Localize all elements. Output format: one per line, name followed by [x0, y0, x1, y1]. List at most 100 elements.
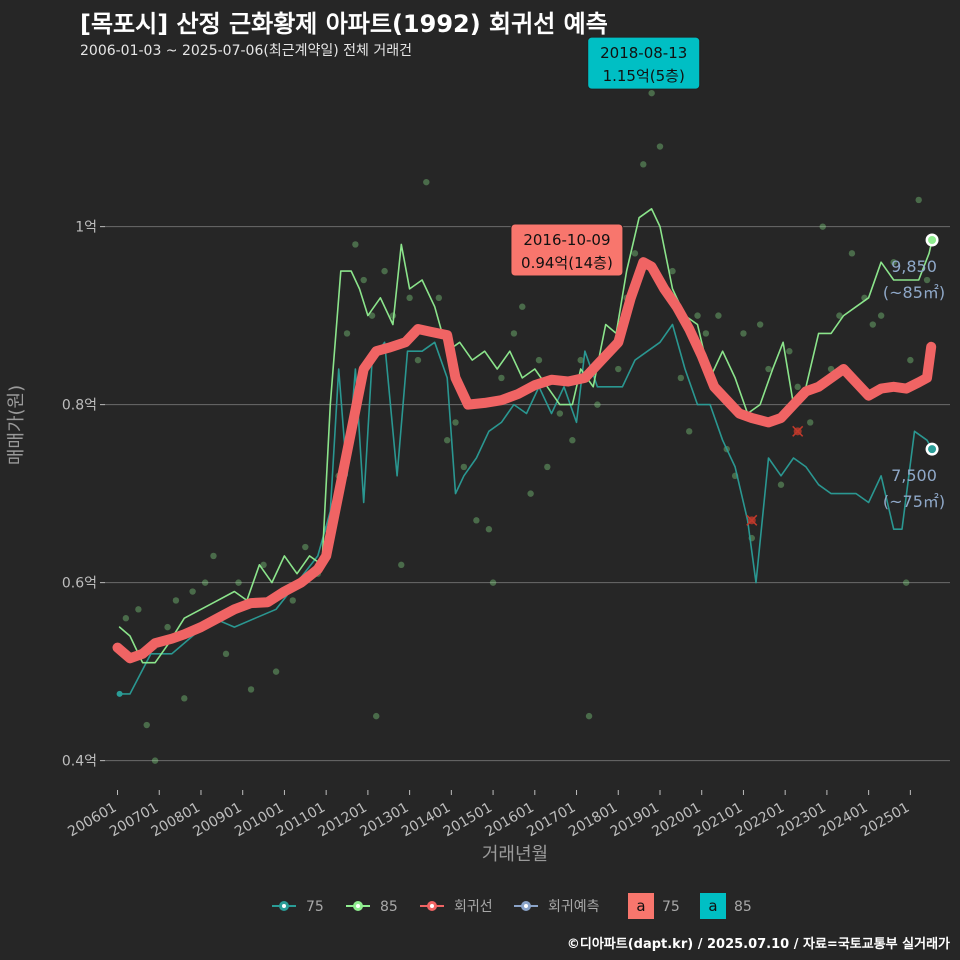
scatter-point — [235, 579, 242, 586]
scatter-point — [423, 178, 430, 186]
scatter-point — [836, 312, 843, 319]
scatter-point — [640, 161, 647, 168]
scatter-point — [694, 312, 701, 319]
scatter-point — [740, 330, 747, 337]
scatter-point — [352, 241, 359, 248]
scatter-point — [498, 374, 505, 382]
scatter-point — [615, 365, 622, 373]
scatter-point — [527, 490, 534, 497]
scatter-point — [902, 579, 910, 586]
y-axis-title: 매매가(원) — [6, 385, 27, 465]
x-axis-ticks: 2006012007012008012009012010012011012012… — [65, 790, 912, 840]
end-label-area: (~85㎡) — [883, 283, 945, 302]
annotation-date: 2016-10-09 — [523, 231, 610, 249]
scatter-point — [460, 463, 468, 471]
scatter-point — [669, 267, 676, 275]
scatter-point — [648, 89, 655, 97]
scatter-point — [368, 312, 376, 319]
scatter-point — [569, 437, 576, 444]
scatter-point — [435, 294, 443, 302]
scatter-point — [473, 517, 480, 524]
scatter-point — [807, 419, 814, 426]
x-axis-title: 거래년월 — [482, 844, 548, 865]
end-label-value: 7,500 — [891, 466, 937, 485]
legend-fill-label-ann75: 75 — [662, 899, 680, 915]
scatter-point — [869, 321, 877, 328]
legend-label-reg: 회귀선 — [454, 899, 493, 915]
scatter-point — [656, 143, 664, 150]
series-lines — [112, 208, 937, 697]
series-line-85 — [118, 208, 933, 664]
y-tick-label: 0.4억 — [62, 754, 97, 770]
scatter-point — [122, 615, 130, 622]
scatter-point — [135, 606, 142, 613]
scatter-point — [373, 712, 380, 720]
scatter-point — [677, 374, 685, 382]
source-caption: ©디아파트(dapt.kr) / 2025.07.10 / 자료=국토교통부 실… — [566, 937, 950, 952]
markers — [746, 233, 939, 526]
scatter-point — [786, 348, 793, 355]
series-line-75 — [118, 323, 933, 695]
scatter-point — [443, 437, 451, 444]
legend-key-center-reg — [430, 904, 434, 908]
legend-key-center-pred — [524, 904, 528, 908]
scatter-point — [777, 481, 785, 488]
scatter-point — [631, 250, 639, 257]
scatter-point — [535, 356, 543, 364]
scatter-point — [398, 561, 405, 569]
scatter-point — [181, 695, 188, 702]
scatter-point — [189, 588, 196, 595]
scatter-point — [343, 330, 351, 337]
scatter-point — [765, 365, 772, 373]
scatter-point — [594, 401, 601, 408]
end-labels: 9,850 (~85㎡) 7,500 (~75㎡) — [883, 257, 945, 511]
scatter-point — [794, 383, 801, 391]
scatter-point — [544, 463, 551, 471]
chart-title: [목포시] 산정 근화황제 아파트(1992) 회귀선 예측 — [80, 10, 608, 38]
scatter-point — [685, 428, 693, 435]
legend-fill-ann85 — [700, 893, 726, 919]
scatter-point — [519, 303, 526, 310]
legend-fill-glyph: a — [708, 897, 717, 915]
scatter-point — [756, 321, 764, 328]
scatter-point — [414, 356, 422, 364]
endpoint-85 — [928, 235, 937, 244]
legend: 75 85 회귀선 회귀예측 a 75 a 85 — [272, 893, 752, 919]
scatter-point — [289, 597, 296, 604]
scatter-point — [827, 365, 835, 373]
y-tick-label: 0.6억 — [62, 576, 97, 592]
scatter-point — [452, 419, 459, 426]
end-label-area: (~75㎡) — [883, 492, 945, 511]
scatter-point — [702, 330, 710, 337]
scatter-point — [302, 543, 309, 551]
scatter-point — [210, 552, 217, 560]
y-axis-ticks: 0.4억 0.6억 0.8억 1억 — [62, 220, 105, 770]
scatter-point — [715, 312, 722, 319]
scatter-point — [489, 579, 497, 586]
scatter-point — [848, 250, 856, 257]
scatter-point — [172, 597, 180, 604]
scatter-point — [164, 623, 171, 631]
scatter-point — [381, 267, 388, 275]
legend-fill-label-ann85: 85 — [734, 899, 752, 915]
grid-lines — [105, 226, 950, 762]
scatter-point — [360, 276, 367, 284]
scatter-point — [510, 330, 518, 337]
y-tick-label: 0.8억 — [62, 398, 97, 414]
annotation-value: 0.94억(14층) — [521, 254, 613, 272]
outlier-cross — [792, 425, 804, 437]
scatter-point — [201, 579, 209, 586]
scatter-point — [247, 686, 255, 693]
end-label-value: 9,850 — [891, 257, 937, 276]
scatter-point — [907, 356, 914, 364]
scatter-point — [222, 650, 230, 658]
scatter-point — [577, 356, 584, 364]
regression-line — [112, 257, 937, 664]
annotation-box-75 — [510, 223, 624, 277]
annotation-box-85 — [587, 36, 701, 90]
scatter-point — [556, 410, 564, 417]
legend-fill-ann75 — [628, 893, 654, 919]
scatter-point — [151, 757, 159, 764]
scatter-point — [143, 721, 150, 729]
chart-subtitle: 2006-01-03 ~ 2025-07-06(최근계약일) 전체 거래건 — [80, 43, 412, 59]
